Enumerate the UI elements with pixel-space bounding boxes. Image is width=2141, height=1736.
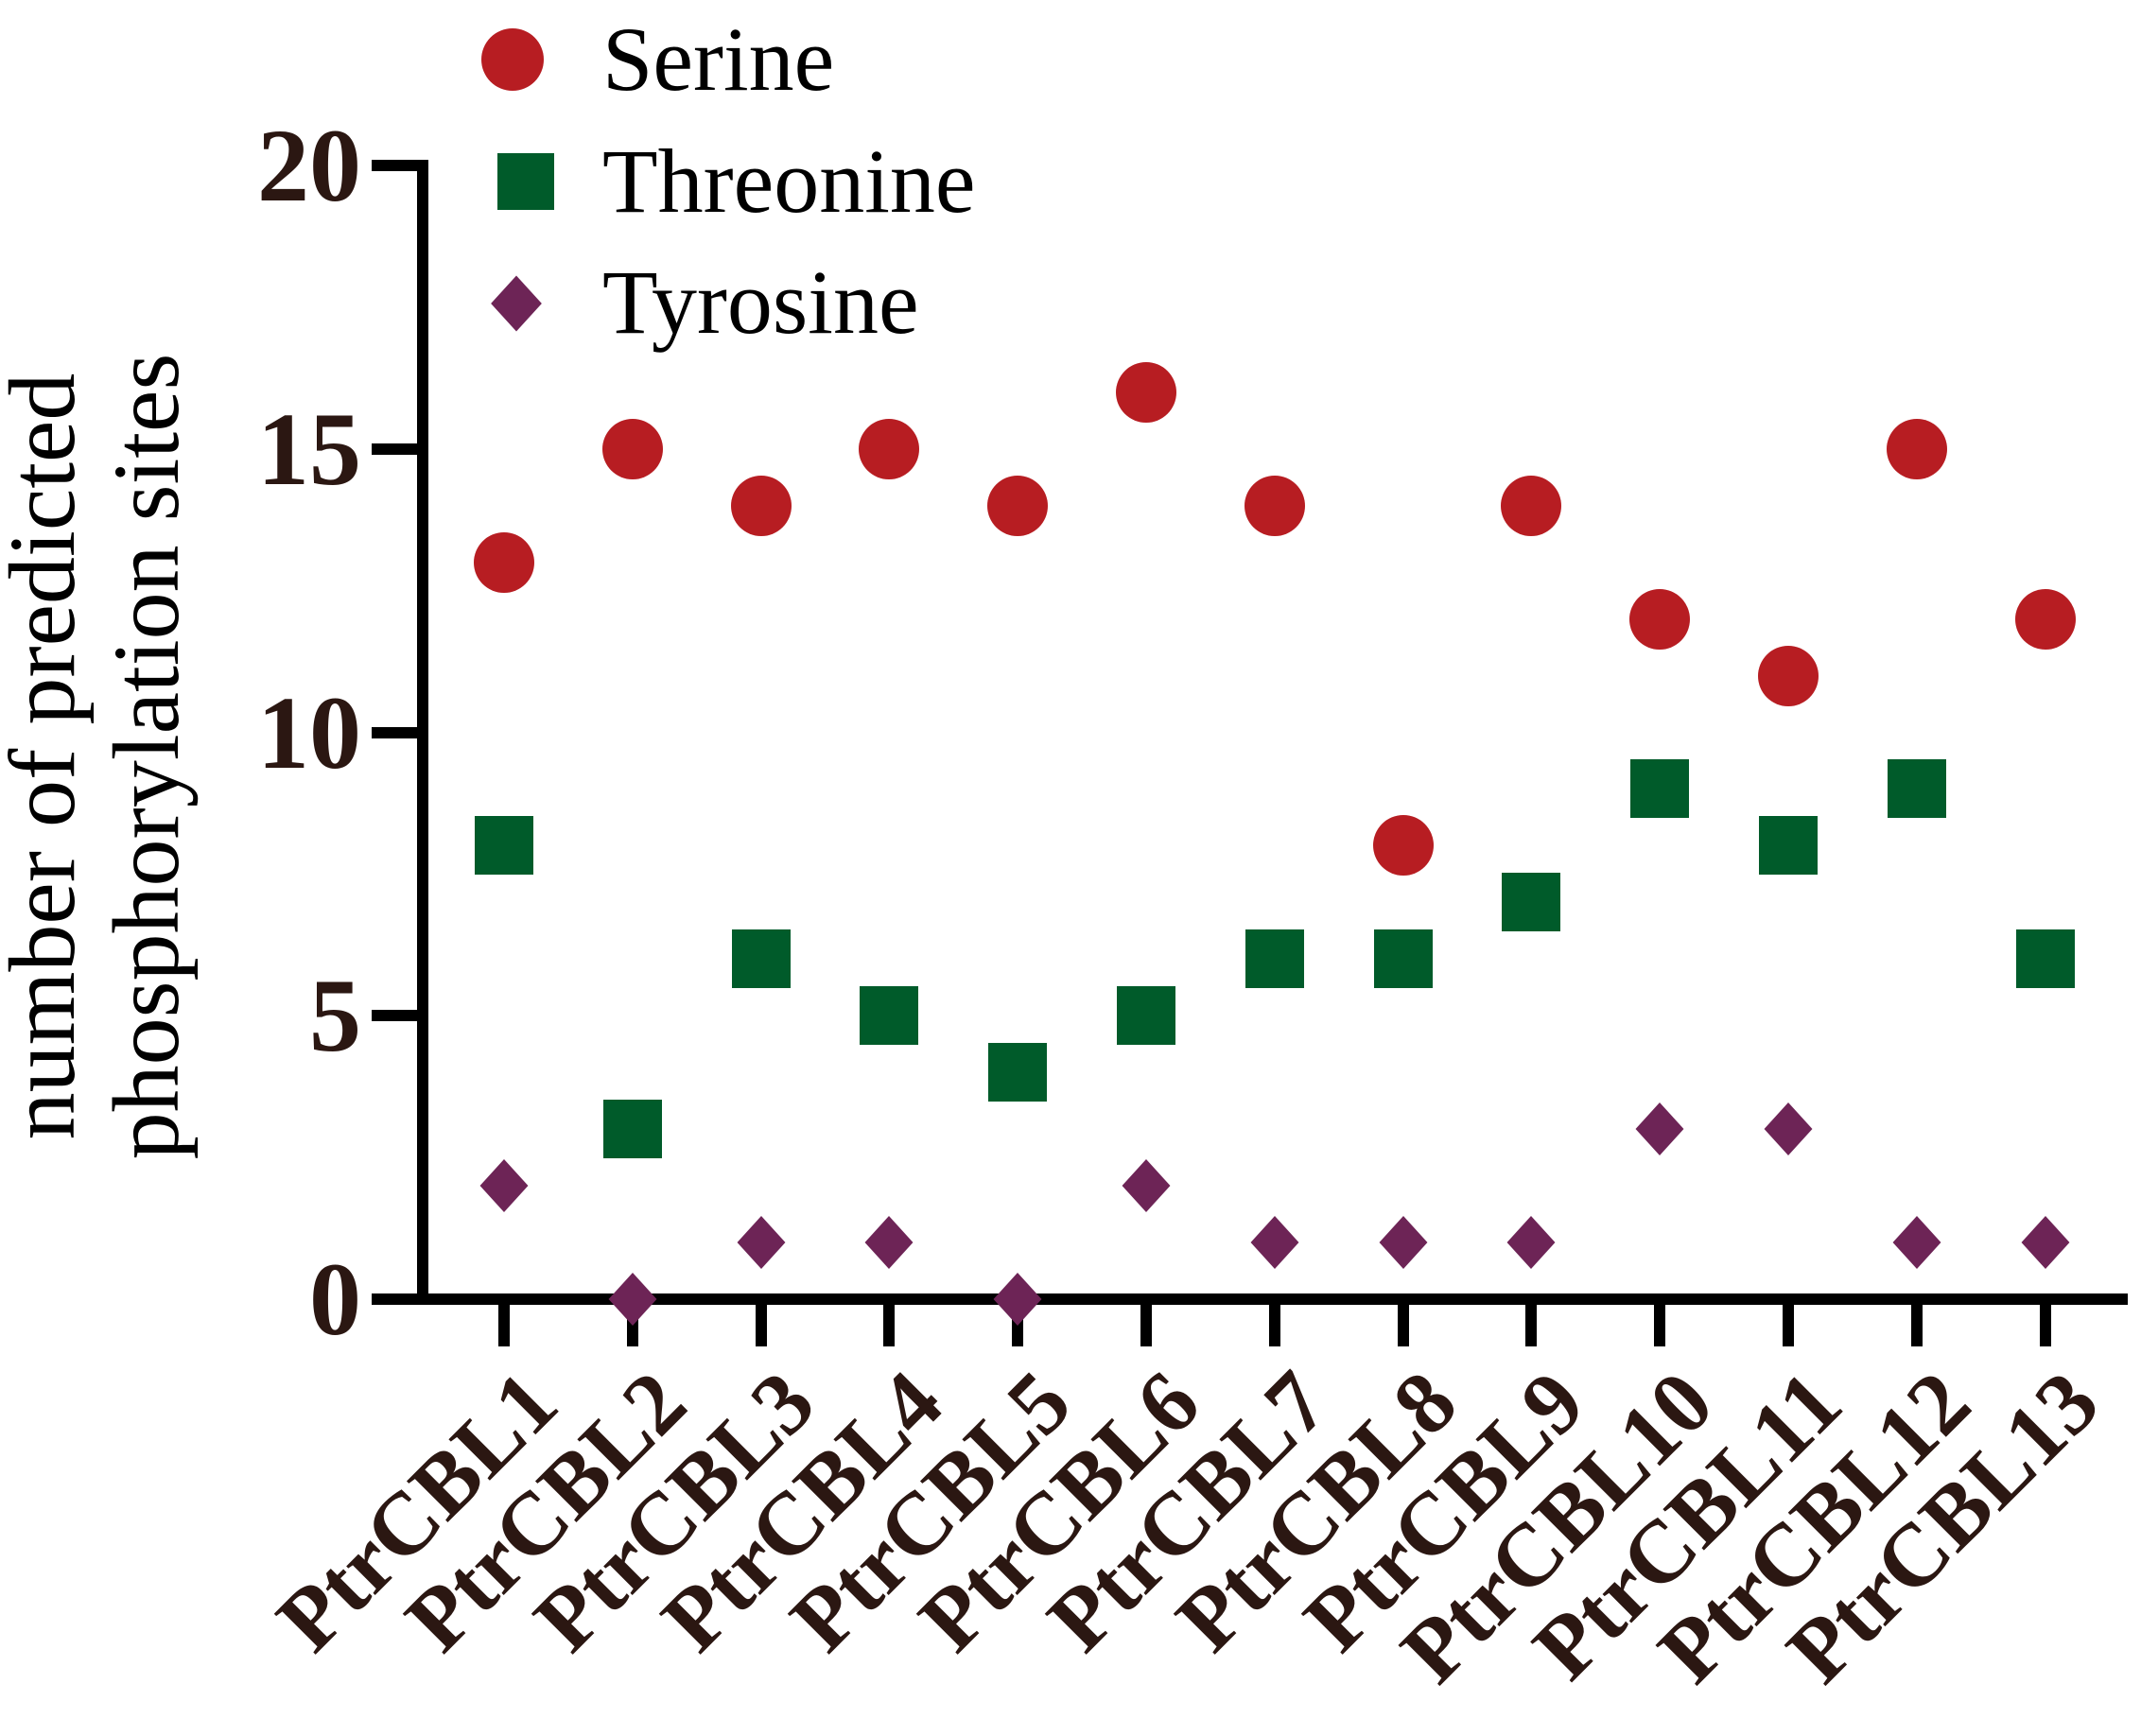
x-tick bbox=[1397, 1299, 1409, 1346]
marker-threonine-PtrCBL10 bbox=[1630, 759, 1690, 819]
marker-tyrosine-PtrCBL9 bbox=[1506, 1216, 1556, 1270]
marker-threonine-PtrCBL6 bbox=[1117, 986, 1175, 1046]
tyrosine-diamond-icon bbox=[491, 275, 542, 332]
marker-tyrosine-PtrCBL6 bbox=[1122, 1159, 1171, 1213]
x-tick bbox=[1783, 1299, 1794, 1346]
marker-threonine-PtrCBL2 bbox=[602, 1100, 662, 1159]
marker-tyrosine-PtrCBL3 bbox=[737, 1216, 786, 1270]
marker-threonine-PtrCBL3 bbox=[731, 929, 791, 989]
x-tick bbox=[498, 1299, 510, 1346]
marker-serine-PtrCBL9 bbox=[1501, 475, 1562, 536]
marker-tyrosine-PtrCBL7 bbox=[1250, 1216, 1299, 1270]
x-tick bbox=[755, 1299, 767, 1346]
marker-serine-PtrCBL2 bbox=[601, 418, 663, 479]
y-tick bbox=[372, 726, 417, 738]
x-tick bbox=[1268, 1299, 1280, 1346]
marker-threonine-PtrCBL8 bbox=[1373, 929, 1433, 989]
threonine-square-icon bbox=[497, 153, 554, 210]
marker-serine-PtrCBL6 bbox=[1116, 361, 1176, 423]
marker-threonine-PtrCBL12 bbox=[1887, 759, 1946, 819]
x-tick bbox=[1525, 1299, 1538, 1346]
marker-tyrosine-PtrCBL10 bbox=[1635, 1102, 1684, 1156]
y-tick-label: 15 bbox=[257, 391, 361, 507]
x-tick bbox=[1140, 1299, 1152, 1346]
y-tick-label: 0 bbox=[309, 1241, 361, 1357]
x-tick bbox=[2039, 1299, 2051, 1346]
marker-threonine-PtrCBL13 bbox=[2015, 929, 2075, 989]
legend-label-threonine: Threonine bbox=[602, 130, 976, 232]
y-axis bbox=[417, 160, 428, 1305]
marker-tyrosine-PtrCBL11 bbox=[1764, 1102, 1813, 1156]
marker-serine-PtrCBL8 bbox=[1372, 815, 1434, 877]
marker-serine-PtrCBL13 bbox=[2014, 588, 2076, 650]
marker-tyrosine-PtrCBL2 bbox=[608, 1272, 657, 1327]
marker-serine-PtrCBL4 bbox=[859, 418, 920, 479]
marker-threonine-PtrCBL4 bbox=[860, 986, 919, 1046]
marker-serine-PtrCBL10 bbox=[1629, 588, 1691, 650]
marker-serine-PtrCBL12 bbox=[1886, 418, 1947, 479]
marker-serine-PtrCBL1 bbox=[474, 531, 534, 593]
marker-threonine-PtrCBL7 bbox=[1245, 929, 1304, 989]
marker-threonine-PtrCBL9 bbox=[1502, 873, 1561, 932]
legend-label-tyrosine: Tyrosine bbox=[602, 252, 919, 353]
y-tick bbox=[372, 1010, 417, 1022]
x-tick bbox=[883, 1299, 896, 1346]
marker-tyrosine-PtrCBL1 bbox=[479, 1159, 529, 1213]
serine-circle-icon bbox=[481, 28, 544, 91]
marker-serine-PtrCBL5 bbox=[987, 475, 1049, 536]
y-tick-label: 20 bbox=[257, 108, 361, 223]
legend-label-serine: Serine bbox=[602, 9, 835, 110]
marker-tyrosine-PtrCBL4 bbox=[864, 1216, 914, 1270]
marker-tyrosine-PtrCBL8 bbox=[1379, 1216, 1428, 1270]
y-tick bbox=[372, 1293, 417, 1305]
marker-serine-PtrCBL7 bbox=[1244, 475, 1305, 536]
y-tick bbox=[372, 443, 417, 455]
y-tick-label: 10 bbox=[257, 674, 361, 790]
y-tick-label: 5 bbox=[309, 958, 361, 1074]
marker-tyrosine-PtrCBL13 bbox=[2021, 1216, 2070, 1270]
marker-threonine-PtrCBL11 bbox=[1759, 816, 1818, 876]
y-tick bbox=[372, 160, 417, 171]
x-tick bbox=[1910, 1299, 1923, 1346]
marker-tyrosine-PtrCBL5 bbox=[993, 1272, 1042, 1327]
marker-serine-PtrCBL11 bbox=[1758, 645, 1819, 706]
marker-serine-PtrCBL3 bbox=[730, 475, 792, 536]
marker-threonine-PtrCBL1 bbox=[475, 816, 533, 876]
marker-tyrosine-PtrCBL12 bbox=[1892, 1216, 1941, 1270]
x-tick bbox=[1654, 1299, 1666, 1346]
marker-threonine-PtrCBL5 bbox=[988, 1043, 1048, 1102]
